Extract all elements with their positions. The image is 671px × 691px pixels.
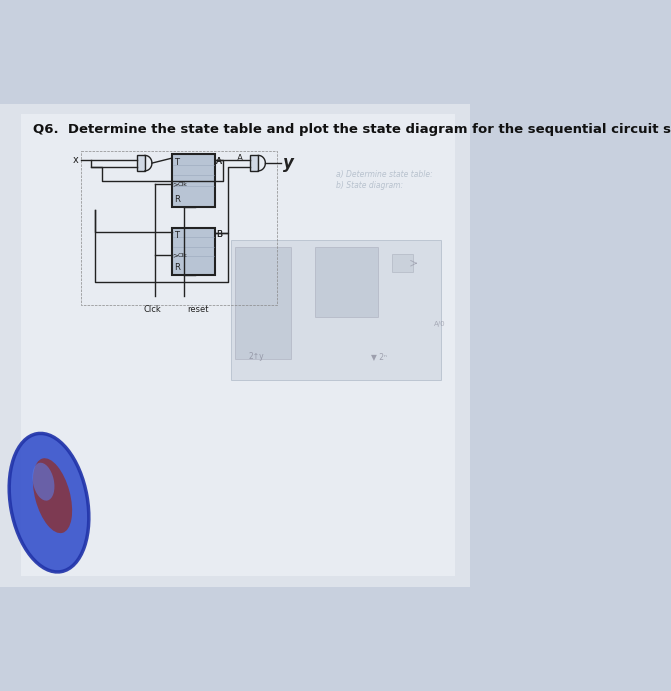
Text: R: R xyxy=(174,195,180,204)
Bar xyxy=(172,154,215,207)
Text: y: y xyxy=(283,154,294,172)
Bar xyxy=(392,254,413,272)
Bar xyxy=(231,240,441,380)
Text: Clk: Clk xyxy=(178,253,188,258)
Bar xyxy=(235,247,291,359)
Text: 2↑y: 2↑y xyxy=(248,352,264,361)
Ellipse shape xyxy=(32,463,54,501)
Text: A: A xyxy=(216,157,222,166)
Text: Q6.  Determine the state table and plot the state diagram for the sequential cir: Q6. Determine the state table and plot t… xyxy=(33,123,671,136)
Bar xyxy=(136,155,145,171)
Text: R: R xyxy=(174,263,180,272)
Text: a) Determine state table:: a) Determine state table: xyxy=(336,170,433,179)
Text: b) State diagram:: b) State diagram: xyxy=(336,180,403,189)
Text: B: B xyxy=(216,230,223,239)
Text: Clck: Clck xyxy=(143,305,161,314)
Text: B: B xyxy=(216,230,222,239)
Text: T: T xyxy=(174,158,178,167)
Bar xyxy=(81,151,276,305)
Bar xyxy=(172,227,215,275)
Ellipse shape xyxy=(9,433,89,572)
Text: T: T xyxy=(174,231,178,240)
Ellipse shape xyxy=(33,458,72,533)
Text: x: x xyxy=(72,155,79,164)
Text: reset: reset xyxy=(188,305,209,314)
Bar xyxy=(250,155,258,171)
Bar xyxy=(315,247,378,317)
Text: ▼ 2ⁿ: ▼ 2ⁿ xyxy=(371,352,387,361)
Text: >: > xyxy=(172,182,178,187)
Text: A/0: A/0 xyxy=(434,321,446,327)
Text: Clk: Clk xyxy=(178,182,188,187)
Text: A: A xyxy=(238,154,244,163)
Text: >: > xyxy=(172,252,178,258)
Text: A: A xyxy=(216,157,223,166)
